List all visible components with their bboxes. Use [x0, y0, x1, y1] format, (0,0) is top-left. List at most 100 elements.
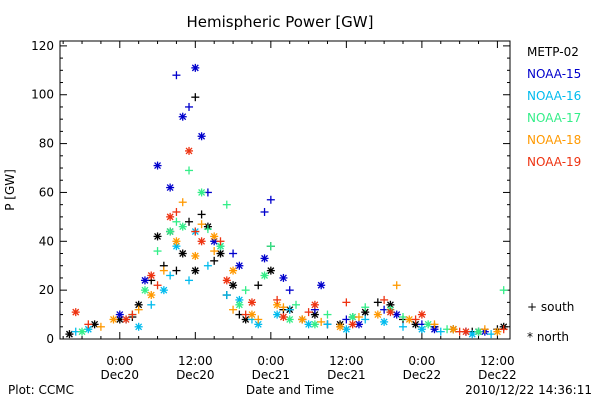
- metp-02-north-point: [216, 249, 225, 258]
- noaa-15-south-point: [172, 71, 181, 80]
- noaa-19-north-point: [166, 212, 175, 221]
- noaa-18-south-point: [159, 266, 168, 275]
- noaa-18-south-point: [178, 198, 187, 207]
- noaa-16-south-point: [222, 291, 231, 300]
- noaa-19-north-point: [247, 298, 256, 307]
- noaa-15-north-point: [260, 254, 269, 263]
- x-tick-date: Dec21: [327, 368, 366, 382]
- noaa-15-south-point: [260, 207, 269, 216]
- legend-noaa-18: NOAA-18: [527, 133, 581, 147]
- noaa-19-south-point: [153, 281, 162, 290]
- metp-02-south-point: [172, 266, 181, 275]
- plot-timestamp: 2010/12/22 14:36:11: [465, 383, 592, 397]
- marker-legend-south: + south: [527, 300, 574, 314]
- noaa-18-north-point: [336, 322, 345, 331]
- noaa-18-south-point: [229, 305, 238, 314]
- noaa-18-north-point: [373, 310, 382, 319]
- noaa-18-south-point: [134, 305, 143, 314]
- noaa-17-north-point: [310, 320, 319, 329]
- metp-02-south-point: [191, 93, 200, 102]
- noaa-17-north-point: [197, 188, 206, 197]
- noaa-18-north-point: [109, 315, 118, 324]
- noaa-16-south-point: [487, 330, 496, 339]
- noaa-15-south-point: [285, 286, 294, 295]
- noaa-16-south-point: [147, 300, 156, 309]
- noaa-19-south-point: [273, 295, 282, 304]
- noaa-15-north-point: [392, 310, 401, 319]
- legend-metp-02: METP-02: [527, 45, 579, 59]
- noaa-17-north-point: [78, 327, 87, 336]
- x-tick-time: 0:00: [106, 354, 133, 368]
- noaa-17-north-point: [166, 227, 175, 236]
- noaa-19-south-point: [241, 310, 250, 319]
- noaa-17-south-point: [172, 217, 181, 226]
- noaa-15-south-point: [266, 195, 275, 204]
- noaa-18-north-point: [273, 300, 282, 309]
- metp-02-south-point: [185, 217, 194, 226]
- noaa-17-south-point: [153, 247, 162, 256]
- noaa-19-north-point: [386, 308, 395, 317]
- noaa-18-south-point: [354, 313, 363, 322]
- noaa-15-north-point: [166, 183, 175, 192]
- metp-02-north-point: [191, 266, 200, 275]
- noaa-16-north-point: [380, 317, 389, 326]
- noaa-19-north-point: [348, 320, 357, 329]
- noaa-18-south-point: [279, 303, 288, 312]
- legend-noaa-16: NOAA-16: [527, 89, 581, 103]
- metp-02-north-point: [65, 330, 74, 339]
- metp-02-north-point: [178, 249, 187, 258]
- noaa-16-south-point: [436, 327, 445, 336]
- noaa-16-north-point: [159, 286, 168, 295]
- noaa-18-south-point: [254, 315, 263, 324]
- noaa-19-south-point: [380, 295, 389, 304]
- noaa-19-north-point: [310, 300, 319, 309]
- noaa-16-south-point: [203, 261, 212, 270]
- noaa-18-south-point: [430, 320, 439, 329]
- noaa-17-south-point: [361, 303, 370, 312]
- noaa-17-south-point: [499, 286, 508, 295]
- noaa-19-south-point: [411, 315, 420, 324]
- metp-02-north-point: [153, 232, 162, 241]
- x-tick-time: 0:00: [257, 354, 284, 368]
- metp-02-south-point: [210, 256, 219, 265]
- noaa-18-north-point: [405, 315, 414, 324]
- noaa-17-south-point: [241, 286, 250, 295]
- noaa-18-north-point: [147, 291, 156, 300]
- noaa-18-south-point: [210, 247, 219, 256]
- noaa-19-north-point: [71, 308, 80, 317]
- noaa-15-north-point: [317, 281, 326, 290]
- y-tick-label: 20: [39, 283, 54, 297]
- noaa-18-south-point: [317, 317, 326, 326]
- noaa-17-south-point: [203, 225, 212, 234]
- legend-noaa-19: NOAA-19: [527, 155, 581, 169]
- noaa-15-north-point: [235, 261, 244, 270]
- noaa-15-south-point: [185, 102, 194, 111]
- y-tick-label: 120: [31, 39, 54, 53]
- y-tick-label: 40: [39, 234, 54, 248]
- noaa-19-south-point: [84, 320, 93, 329]
- noaa-16-north-point: [342, 325, 351, 334]
- y-tick-label: 80: [39, 137, 54, 151]
- noaa-17-south-point: [185, 166, 194, 175]
- noaa-16-south-point: [323, 320, 332, 329]
- marker-legend: + south * north: [527, 300, 574, 344]
- noaa-18-north-point: [298, 315, 307, 324]
- noaa-15-north-point: [354, 320, 363, 329]
- noaa-18-north-point: [210, 232, 219, 241]
- noaa-16-south-point: [361, 315, 370, 324]
- noaa-18-south-point: [392, 281, 401, 290]
- noaa-18-north-point: [493, 327, 502, 336]
- noaa-18-north-point: [191, 251, 200, 260]
- noaa-19-north-point: [122, 315, 131, 324]
- data-points: [65, 63, 508, 339]
- noaa-15-north-point: [115, 310, 124, 319]
- plot-frame: [59, 40, 511, 340]
- noaa-18-north-point: [229, 266, 238, 275]
- x-tick-time: 12:00: [480, 354, 515, 368]
- noaa-17-south-point: [323, 310, 332, 319]
- noaa-19-north-point: [461, 327, 470, 336]
- noaa-17-north-point: [285, 315, 294, 324]
- noaa-16-north-point: [468, 330, 477, 339]
- noaa-15-north-point: [140, 276, 149, 285]
- noaa-17-south-point: [222, 200, 231, 209]
